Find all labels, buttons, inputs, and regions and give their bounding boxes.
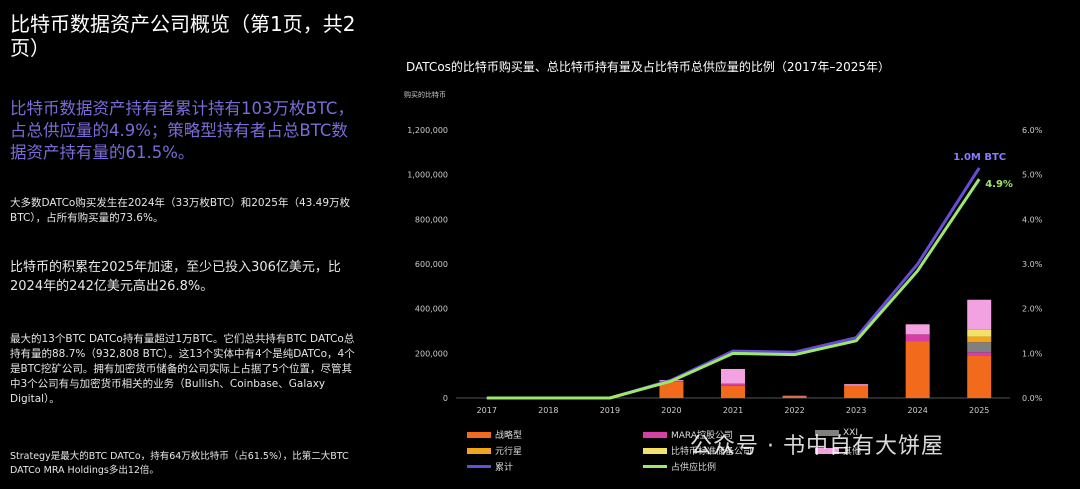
legend-label: MARA控股公司 <box>671 431 733 441</box>
bar-segment <box>721 383 745 386</box>
x-tick-label: 2017 <box>477 406 497 415</box>
x-tick-label: 2022 <box>784 406 804 415</box>
legend-label: 元行星 <box>495 447 523 457</box>
bar-segment <box>967 355 992 398</box>
bar-segment <box>782 396 807 398</box>
y-tick-label: 400,000 <box>415 305 448 314</box>
bar-segment <box>967 299 992 330</box>
x-tick-label: 2018 <box>538 406 558 415</box>
bar-segment <box>905 324 930 335</box>
page-title: 比特币数据资产公司概览（第1页，共2页） <box>10 12 356 60</box>
bar-segment <box>967 342 992 353</box>
bar-segment <box>905 334 930 342</box>
bar-segment <box>967 336 992 343</box>
bar-segment <box>905 341 930 398</box>
y-tick-label: 1,200,000 <box>407 126 448 135</box>
y2-tick-label: 4.0% <box>1022 215 1043 224</box>
bar-segment <box>659 381 684 398</box>
bar-segment <box>844 384 869 386</box>
legend-item: 占供应比例 <box>643 460 716 473</box>
legend-swatch <box>643 465 667 468</box>
y2-tick-label: 6.0% <box>1022 126 1043 135</box>
legend-item: XXI <box>815 428 858 438</box>
legend-swatch <box>643 447 667 454</box>
y-tick-label: 600,000 <box>415 260 448 269</box>
legend-item: 比特币标准储备公司 <box>643 444 752 457</box>
x-tick-label: 2020 <box>661 406 681 415</box>
paragraph-2: 比特币的积累在2025年加速，至少已投入306亿美元，比2024年的242亿美元… <box>10 260 341 294</box>
legend-label: 战略型 <box>495 431 523 441</box>
y2-tick-label: 5.0% <box>1022 171 1043 180</box>
legend-swatch <box>815 430 839 436</box>
legend-label: 占供应比例 <box>671 463 717 473</box>
watermark: 公众号 · 书中自有大饼屋 <box>690 434 944 459</box>
y-axis-label: 购买的比特币 <box>404 91 446 99</box>
legend-swatch <box>467 431 491 438</box>
legend-label: XXI <box>843 428 858 438</box>
y2-tick-label: 0.0% <box>1022 394 1043 403</box>
paragraph-1: 大多数DATCo购买发生在2024年（33万枚BTC）和2025年（43.49万… <box>10 197 351 224</box>
headline: 比特币数据资产持有者累计持有103万枚BTC，占总供应量的4.9%；策略型持有者… <box>10 99 354 162</box>
x-tick-label: 2025 <box>969 406 989 415</box>
legend-item: 元行星 <box>467 444 522 457</box>
legend-label: 其他 <box>843 447 862 457</box>
x-tick-label: 2019 <box>600 406 620 415</box>
bar-segment <box>782 395 807 397</box>
y-tick-label: 1,000,000 <box>407 171 448 180</box>
x-tick-label: 2024 <box>907 406 927 415</box>
left-panel: 比特币数据资产公司概览（第1页，共2页） <box>10 12 360 60</box>
legend-label: 累计 <box>495 463 514 473</box>
x-tick-label: 2023 <box>846 406 866 415</box>
y-tick-label: 800,000 <box>415 215 448 224</box>
bar-segment <box>967 352 992 356</box>
bar-segment <box>721 368 745 384</box>
legend-item: 累计 <box>467 460 513 473</box>
line-占供应比例 <box>486 178 981 400</box>
y2-tick-label: 1.0% <box>1022 349 1043 358</box>
y2-tick-label: 3.0% <box>1022 260 1043 269</box>
bar-segment <box>967 329 992 337</box>
paragraph-3: 最大的13个BTC DATCo持有量超过1万BTC。它们总共持有BTC DATC… <box>10 333 355 405</box>
legend-item: 其他 <box>815 444 861 457</box>
legend-item: MARA控股公司 <box>643 428 733 441</box>
legend-swatch <box>815 447 839 454</box>
legend-swatch <box>467 447 491 454</box>
bar-segment <box>844 385 869 398</box>
x-tick-label: 2021 <box>723 406 743 415</box>
legend-swatch <box>467 465 491 468</box>
chart-title: DATCos的比特币购买量、总比特币持有量及占比特币总供应量的比例（2017年–… <box>406 60 890 74</box>
y2-tick-label: 2.0% <box>1022 305 1043 314</box>
data-label: 4.9% <box>985 179 1013 190</box>
bar-segment <box>721 385 745 398</box>
y-tick-label: 200,000 <box>415 349 448 358</box>
legend-item: 战略型 <box>467 428 522 441</box>
data-label: 1.0M BTC <box>953 152 1006 163</box>
paragraph-4: Strategy是最大的BTC DATCo，持有64万枚比特币（占61.5%），… <box>10 451 349 476</box>
legend-swatch <box>643 431 667 438</box>
y-tick-label: 0 <box>443 394 448 403</box>
legend-label: 比特币标准储备公司 <box>671 447 753 457</box>
